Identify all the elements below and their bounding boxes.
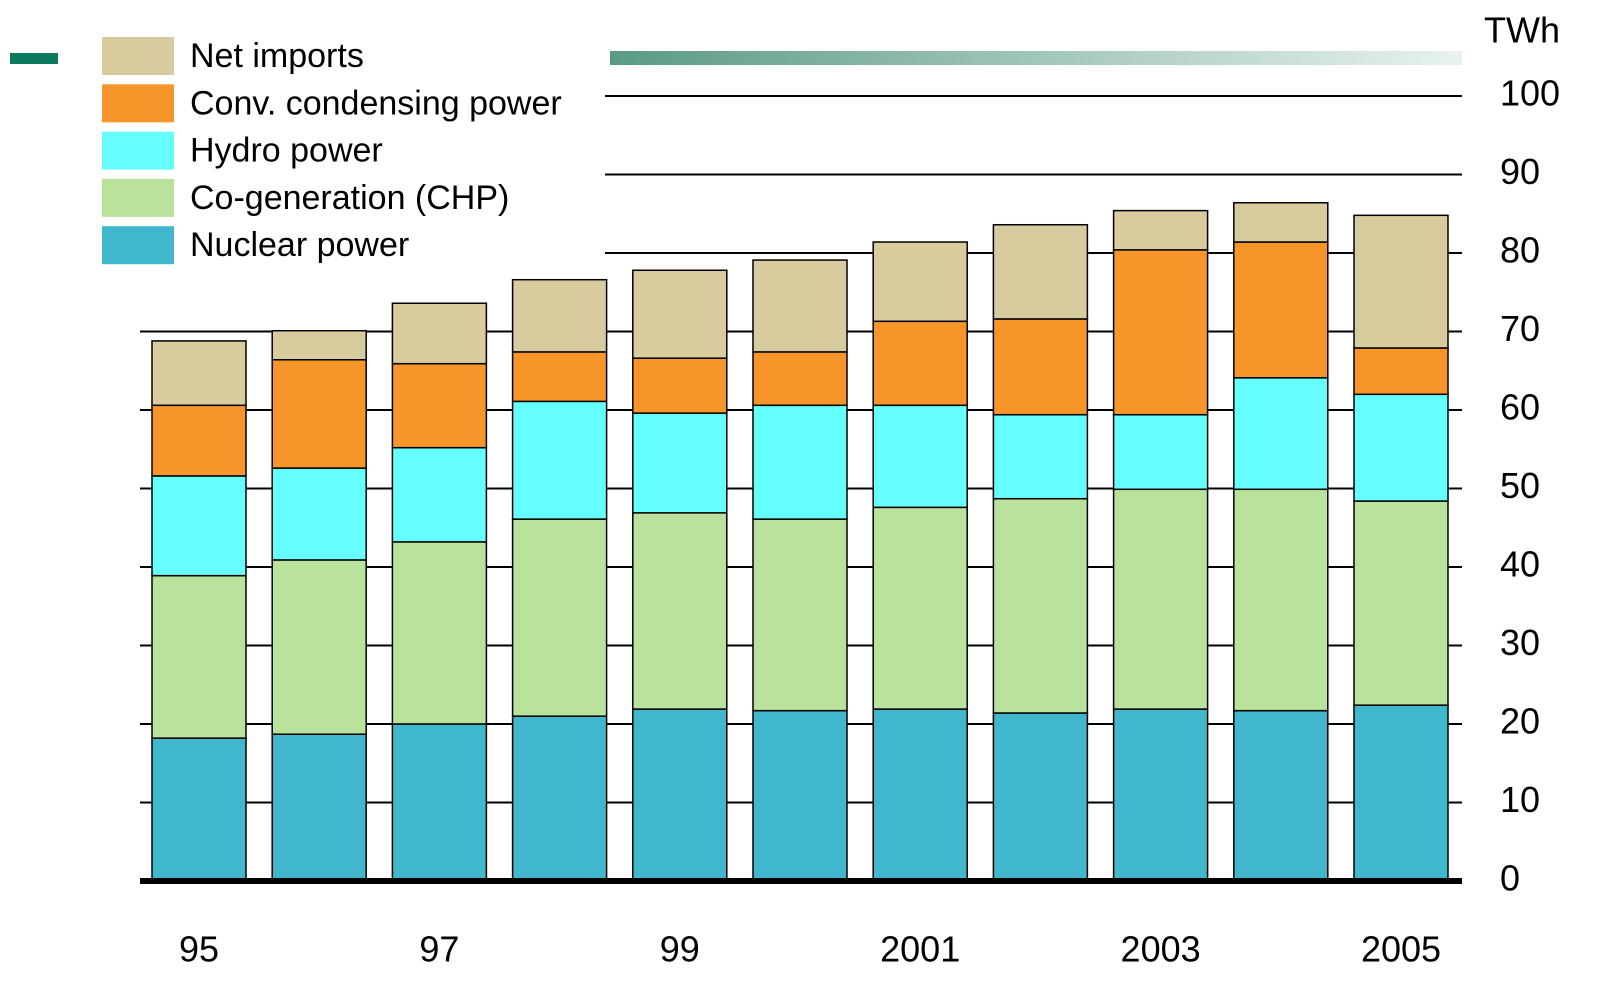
bar-segment bbox=[1233, 377, 1329, 491]
bar-segment bbox=[271, 559, 367, 735]
bar-segment bbox=[391, 541, 488, 725]
legend-label: Conv. condensing power bbox=[190, 84, 562, 122]
bar-segment bbox=[872, 320, 968, 407]
legend-background bbox=[0, 0, 605, 272]
y-tick-label: 0 bbox=[1500, 858, 1520, 899]
bar-segment bbox=[752, 351, 848, 407]
bar-segment bbox=[151, 475, 247, 577]
legend-label: Net imports bbox=[190, 37, 364, 75]
bar-segment bbox=[1353, 704, 1449, 882]
bar-segment bbox=[992, 318, 1089, 416]
bar-segment bbox=[1353, 347, 1449, 396]
bar-segment bbox=[752, 518, 848, 712]
bar-segment bbox=[151, 340, 247, 407]
bar-segment bbox=[872, 404, 968, 509]
x-tick-label: 2001 bbox=[880, 929, 960, 970]
bar-segment bbox=[511, 518, 608, 717]
bar-segment bbox=[151, 404, 247, 477]
bar-segment bbox=[511, 400, 608, 520]
x-tick-label: 97 bbox=[419, 929, 459, 970]
bar-segment bbox=[872, 241, 968, 323]
y-tick-label: 20 bbox=[1500, 701, 1540, 742]
legend-swatch bbox=[102, 37, 174, 75]
bar-segment bbox=[1353, 500, 1449, 706]
bar-segment bbox=[391, 362, 488, 449]
bar-segment bbox=[992, 413, 1089, 500]
bar-segment bbox=[992, 223, 1089, 320]
y-tick-label: 50 bbox=[1500, 465, 1540, 506]
x-tick-label: 2005 bbox=[1361, 929, 1441, 970]
bar-segment bbox=[752, 259, 848, 353]
y-tick-label: 100 bbox=[1500, 73, 1560, 114]
y-tick-label: 60 bbox=[1500, 387, 1540, 428]
bar-segment bbox=[391, 446, 488, 543]
x-tick-label: 95 bbox=[179, 929, 219, 970]
bar-segment bbox=[872, 506, 968, 710]
bar-segment bbox=[632, 512, 728, 710]
bar-segment bbox=[1233, 488, 1329, 712]
bar-segment bbox=[1353, 393, 1449, 502]
bar-segment bbox=[992, 497, 1089, 714]
bar-segment bbox=[511, 278, 608, 353]
bar-segment bbox=[391, 302, 488, 365]
bar-segment bbox=[151, 574, 247, 739]
bar-segment bbox=[151, 737, 247, 882]
bar-segment bbox=[1112, 708, 1209, 882]
bar-segment bbox=[1112, 249, 1209, 416]
bar-segment bbox=[1112, 209, 1209, 251]
bar-segment bbox=[391, 723, 488, 882]
y-tick-label: 90 bbox=[1500, 151, 1540, 192]
bar-segment bbox=[1112, 413, 1209, 491]
bar-segment bbox=[511, 715, 608, 882]
bar-segment bbox=[632, 412, 728, 514]
bar-segment bbox=[1233, 241, 1329, 379]
bar-segment bbox=[511, 351, 608, 403]
y-tick-label: 40 bbox=[1500, 544, 1540, 585]
legend-swatch bbox=[102, 178, 174, 217]
y-tick-label: 10 bbox=[1500, 779, 1540, 820]
legend-swatch bbox=[102, 131, 174, 170]
bar-segment bbox=[271, 733, 367, 882]
x-tick-label: 2003 bbox=[1121, 929, 1201, 970]
bar-segment bbox=[1233, 202, 1329, 243]
legend-swatch bbox=[102, 226, 174, 265]
bar-segment bbox=[632, 708, 728, 882]
y-tick-label: 30 bbox=[1500, 622, 1540, 663]
bar-segment bbox=[271, 467, 367, 561]
bar-segment bbox=[1353, 214, 1449, 349]
decor-dash bbox=[10, 53, 58, 64]
decor-bar bbox=[610, 51, 1462, 65]
legend-label: Co-generation (CHP) bbox=[190, 179, 509, 217]
bar-segment bbox=[632, 357, 728, 414]
legend-label: Nuclear power bbox=[190, 226, 409, 264]
bar-segment bbox=[1112, 488, 1209, 710]
bar-segment bbox=[872, 708, 968, 882]
bar-segment bbox=[271, 359, 367, 469]
y-tick-label: 80 bbox=[1500, 230, 1540, 271]
x-tick-label: 99 bbox=[660, 929, 700, 970]
bar-segment bbox=[992, 712, 1089, 882]
bar-segment bbox=[752, 404, 848, 520]
bar-segment bbox=[632, 269, 728, 359]
legend-swatch bbox=[102, 84, 174, 123]
y-axis-label: TWh bbox=[1484, 10, 1560, 51]
bar-segment bbox=[1233, 709, 1329, 882]
bar-segment bbox=[752, 709, 848, 882]
bar-segment bbox=[271, 329, 367, 361]
y-tick-label: 70 bbox=[1500, 308, 1540, 349]
legend-label: Hydro power bbox=[190, 132, 383, 170]
